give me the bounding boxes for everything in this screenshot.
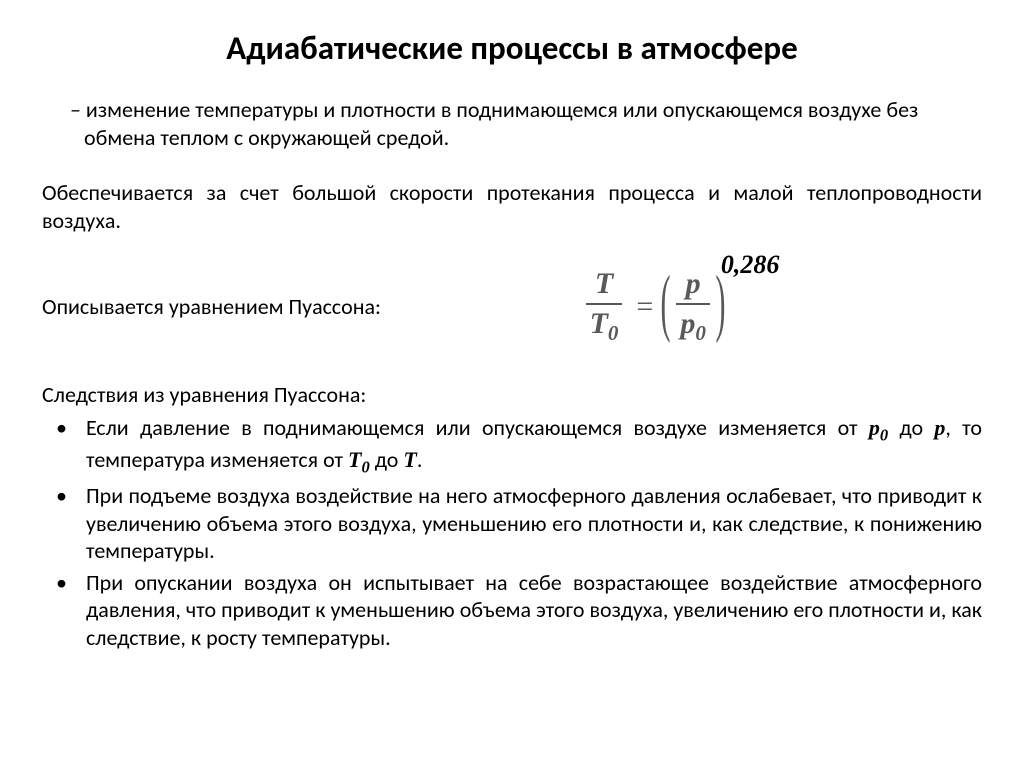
equation-row: Описывается уравнением Пуассона: T T0 = … bbox=[42, 254, 982, 359]
page-title: Адиабатические процессы в атмосфере bbox=[42, 28, 982, 68]
condition-paragraph: Обеспечивается за счет большой скорости … bbox=[42, 179, 982, 234]
equation-wrap: T T0 = ( p p0 ) 0,286 bbox=[381, 267, 982, 346]
consequences-list: Если давление в поднимающемся или опуска… bbox=[42, 414, 982, 651]
list-item: Если давление в поднимающемся или опуска… bbox=[70, 414, 982, 478]
consequences-label: Следствия из уравнения Пуассона: bbox=[42, 381, 982, 408]
left-paren: ( bbox=[661, 277, 671, 330]
denominator-T0: T0 bbox=[586, 303, 623, 346]
list-item: При подъеме воздуха воздействие на него … bbox=[70, 482, 982, 565]
right-paren: ) bbox=[715, 277, 725, 330]
fraction-T: T T0 bbox=[586, 267, 623, 346]
equals-sign: = bbox=[636, 290, 653, 324]
numerator-T: T bbox=[591, 267, 617, 303]
exponent: 0,286 bbox=[721, 250, 780, 280]
numerator-p: p bbox=[682, 267, 705, 303]
definition-text: – изменение температуры и плотности в по… bbox=[42, 96, 982, 151]
fraction-p: p p0 bbox=[676, 267, 710, 346]
equation-label: Описывается уравнением Пуассона: bbox=[42, 293, 381, 320]
list-item: При опускании воздуха он испытывает на с… bbox=[70, 569, 982, 652]
poisson-equation: T T0 = ( p p0 ) 0,286 bbox=[580, 267, 784, 346]
denominator-p0: p0 bbox=[676, 303, 710, 346]
